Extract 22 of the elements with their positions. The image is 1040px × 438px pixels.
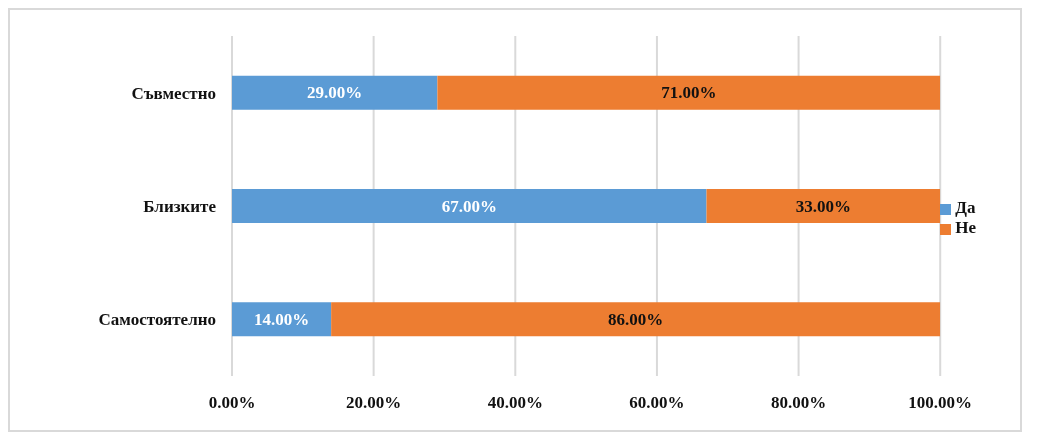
data-label: 86.00% — [608, 309, 664, 329]
x-tick-label: 80.00% — [770, 393, 827, 413]
x-tick-label: 100.00% — [908, 393, 973, 413]
data-label: 71.00% — [661, 83, 717, 103]
bar — [331, 302, 941, 337]
x-tick-label: 40.00% — [487, 393, 543, 413]
bar — [232, 75, 438, 110]
y-tick-label: Самостоятелно — [98, 310, 216, 330]
y-tick-label: Близките — [143, 197, 217, 217]
x-tick-label: 0.00% — [208, 393, 256, 413]
legend-label: Не — [955, 218, 976, 237]
bar — [437, 75, 941, 110]
data-label: 33.00% — [795, 196, 851, 216]
x-tick-label: 20.00% — [346, 393, 402, 413]
bar — [706, 189, 941, 223]
data-label: 14.00% — [253, 309, 310, 329]
bar — [232, 189, 707, 223]
legend-label: Да — [955, 198, 976, 217]
data-label: 29.00% — [307, 83, 363, 103]
y-tick-label: Съвместно — [131, 83, 216, 103]
data-label: 67.00% — [441, 196, 497, 216]
x-tick-label: 60.00% — [629, 393, 685, 413]
